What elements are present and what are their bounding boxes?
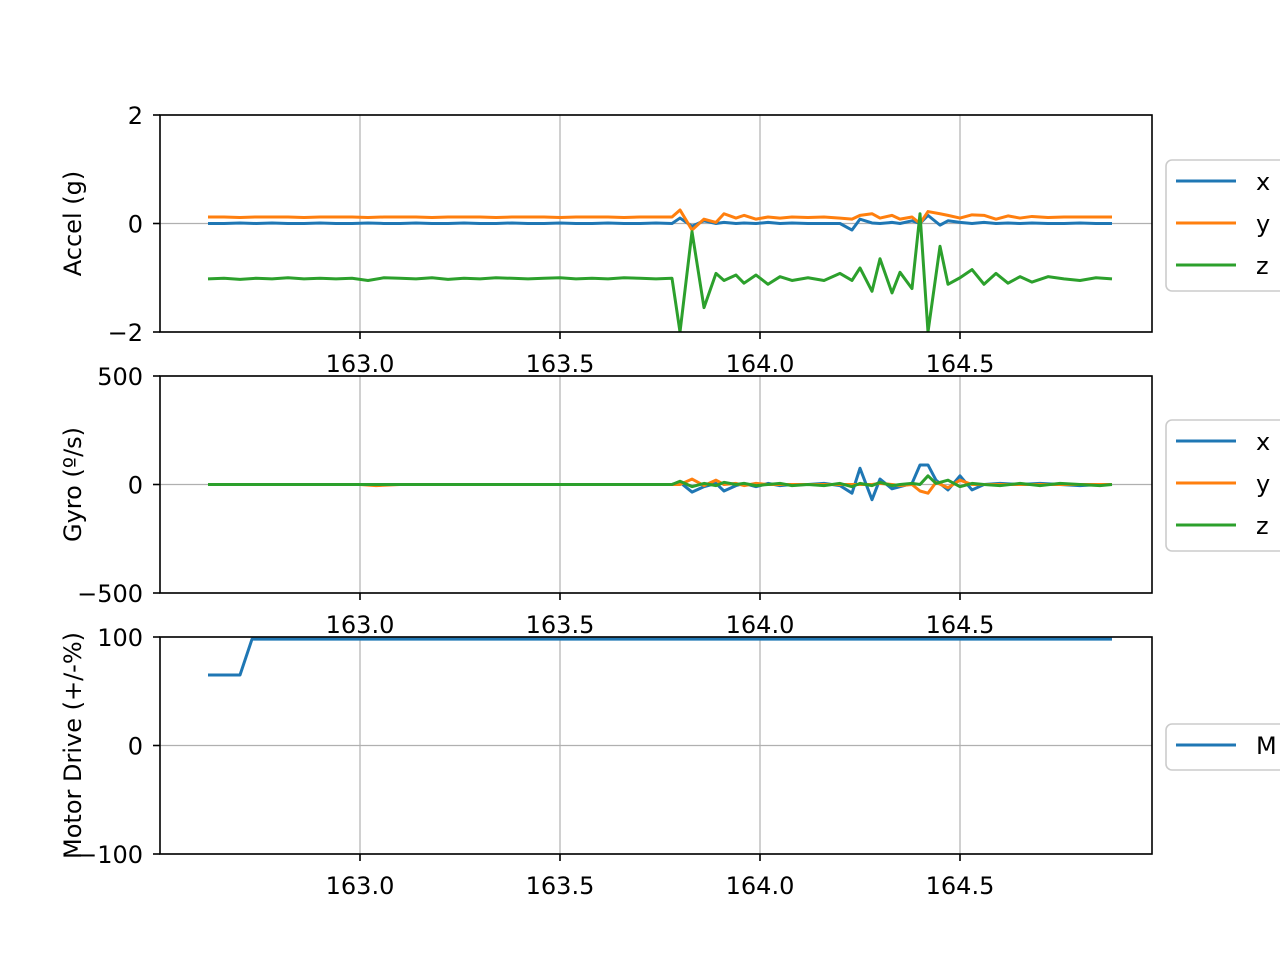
series-line-z: [208, 474, 1113, 489]
series-line-z: [207, 212, 1113, 332]
x-tick-label: 163.5: [526, 872, 595, 900]
legend: M: [1165, 723, 1280, 771]
y-tick-label: 0: [128, 472, 143, 500]
x-tick-label: 164.5: [926, 350, 995, 378]
legend-box: [1165, 159, 1280, 292]
x-tick-label: 164.0: [726, 350, 795, 378]
series-line-y: [208, 208, 1112, 232]
x-tick-label: 163.5: [526, 350, 595, 378]
y-tick-label: 500: [97, 363, 143, 391]
legend: xyz: [1165, 419, 1280, 552]
legend-label-x: x: [1256, 428, 1270, 456]
legend: xyz: [1165, 159, 1280, 292]
y-axis-label: Accel (g): [59, 171, 87, 276]
legend-label-M: M: [1256, 732, 1277, 760]
legend-label-z: z: [1256, 512, 1269, 540]
y-tick-label: 0: [128, 733, 143, 761]
y-tick-label: 100: [97, 624, 143, 652]
x-tick-label: 164.5: [926, 872, 995, 900]
series-line-M: [208, 637, 1112, 677]
y-tick-label: −2: [108, 319, 143, 347]
legend-label-z: z: [1256, 252, 1269, 280]
y-axis-label: Gyro (º/s): [59, 427, 87, 542]
y-axis-label: Motor Drive (+/-%): [59, 632, 87, 859]
x-tick-label: 163.5: [526, 611, 595, 639]
legend-label-x: x: [1256, 168, 1270, 196]
y-tick-label: 2: [128, 102, 143, 130]
x-tick-label: 163.0: [326, 350, 395, 378]
subplot-3: 163.0 163.5 164.0 164.5 −100 0 100 Motor Drive …: [59, 624, 1280, 900]
x-tick-label: 163.0: [326, 611, 395, 639]
series-line-y: [208, 477, 1112, 495]
x-tick-label: 163.0: [326, 872, 395, 900]
y-tick-label: −100: [77, 841, 143, 869]
y-tick-label: 0: [128, 211, 143, 239]
x-tick-label: 164.0: [726, 872, 795, 900]
legend-box: [1165, 419, 1280, 552]
x-tick-label: 164.0: [726, 611, 795, 639]
subplot-1: 163.0 163.5 164.0 164.5 −2 0 2 Accel (g) xyz: [59, 102, 1280, 378]
legend-box: [1165, 723, 1280, 771]
legend-label-y: y: [1256, 210, 1270, 238]
legend-label-y: y: [1256, 470, 1270, 498]
x-tick-label: 164.5: [926, 611, 995, 639]
y-tick-label: −500: [77, 580, 143, 608]
subplot-2: 163.0 163.5 164.0 164.5 −500 0 500 Gyro (º/s) xy…: [59, 363, 1280, 639]
